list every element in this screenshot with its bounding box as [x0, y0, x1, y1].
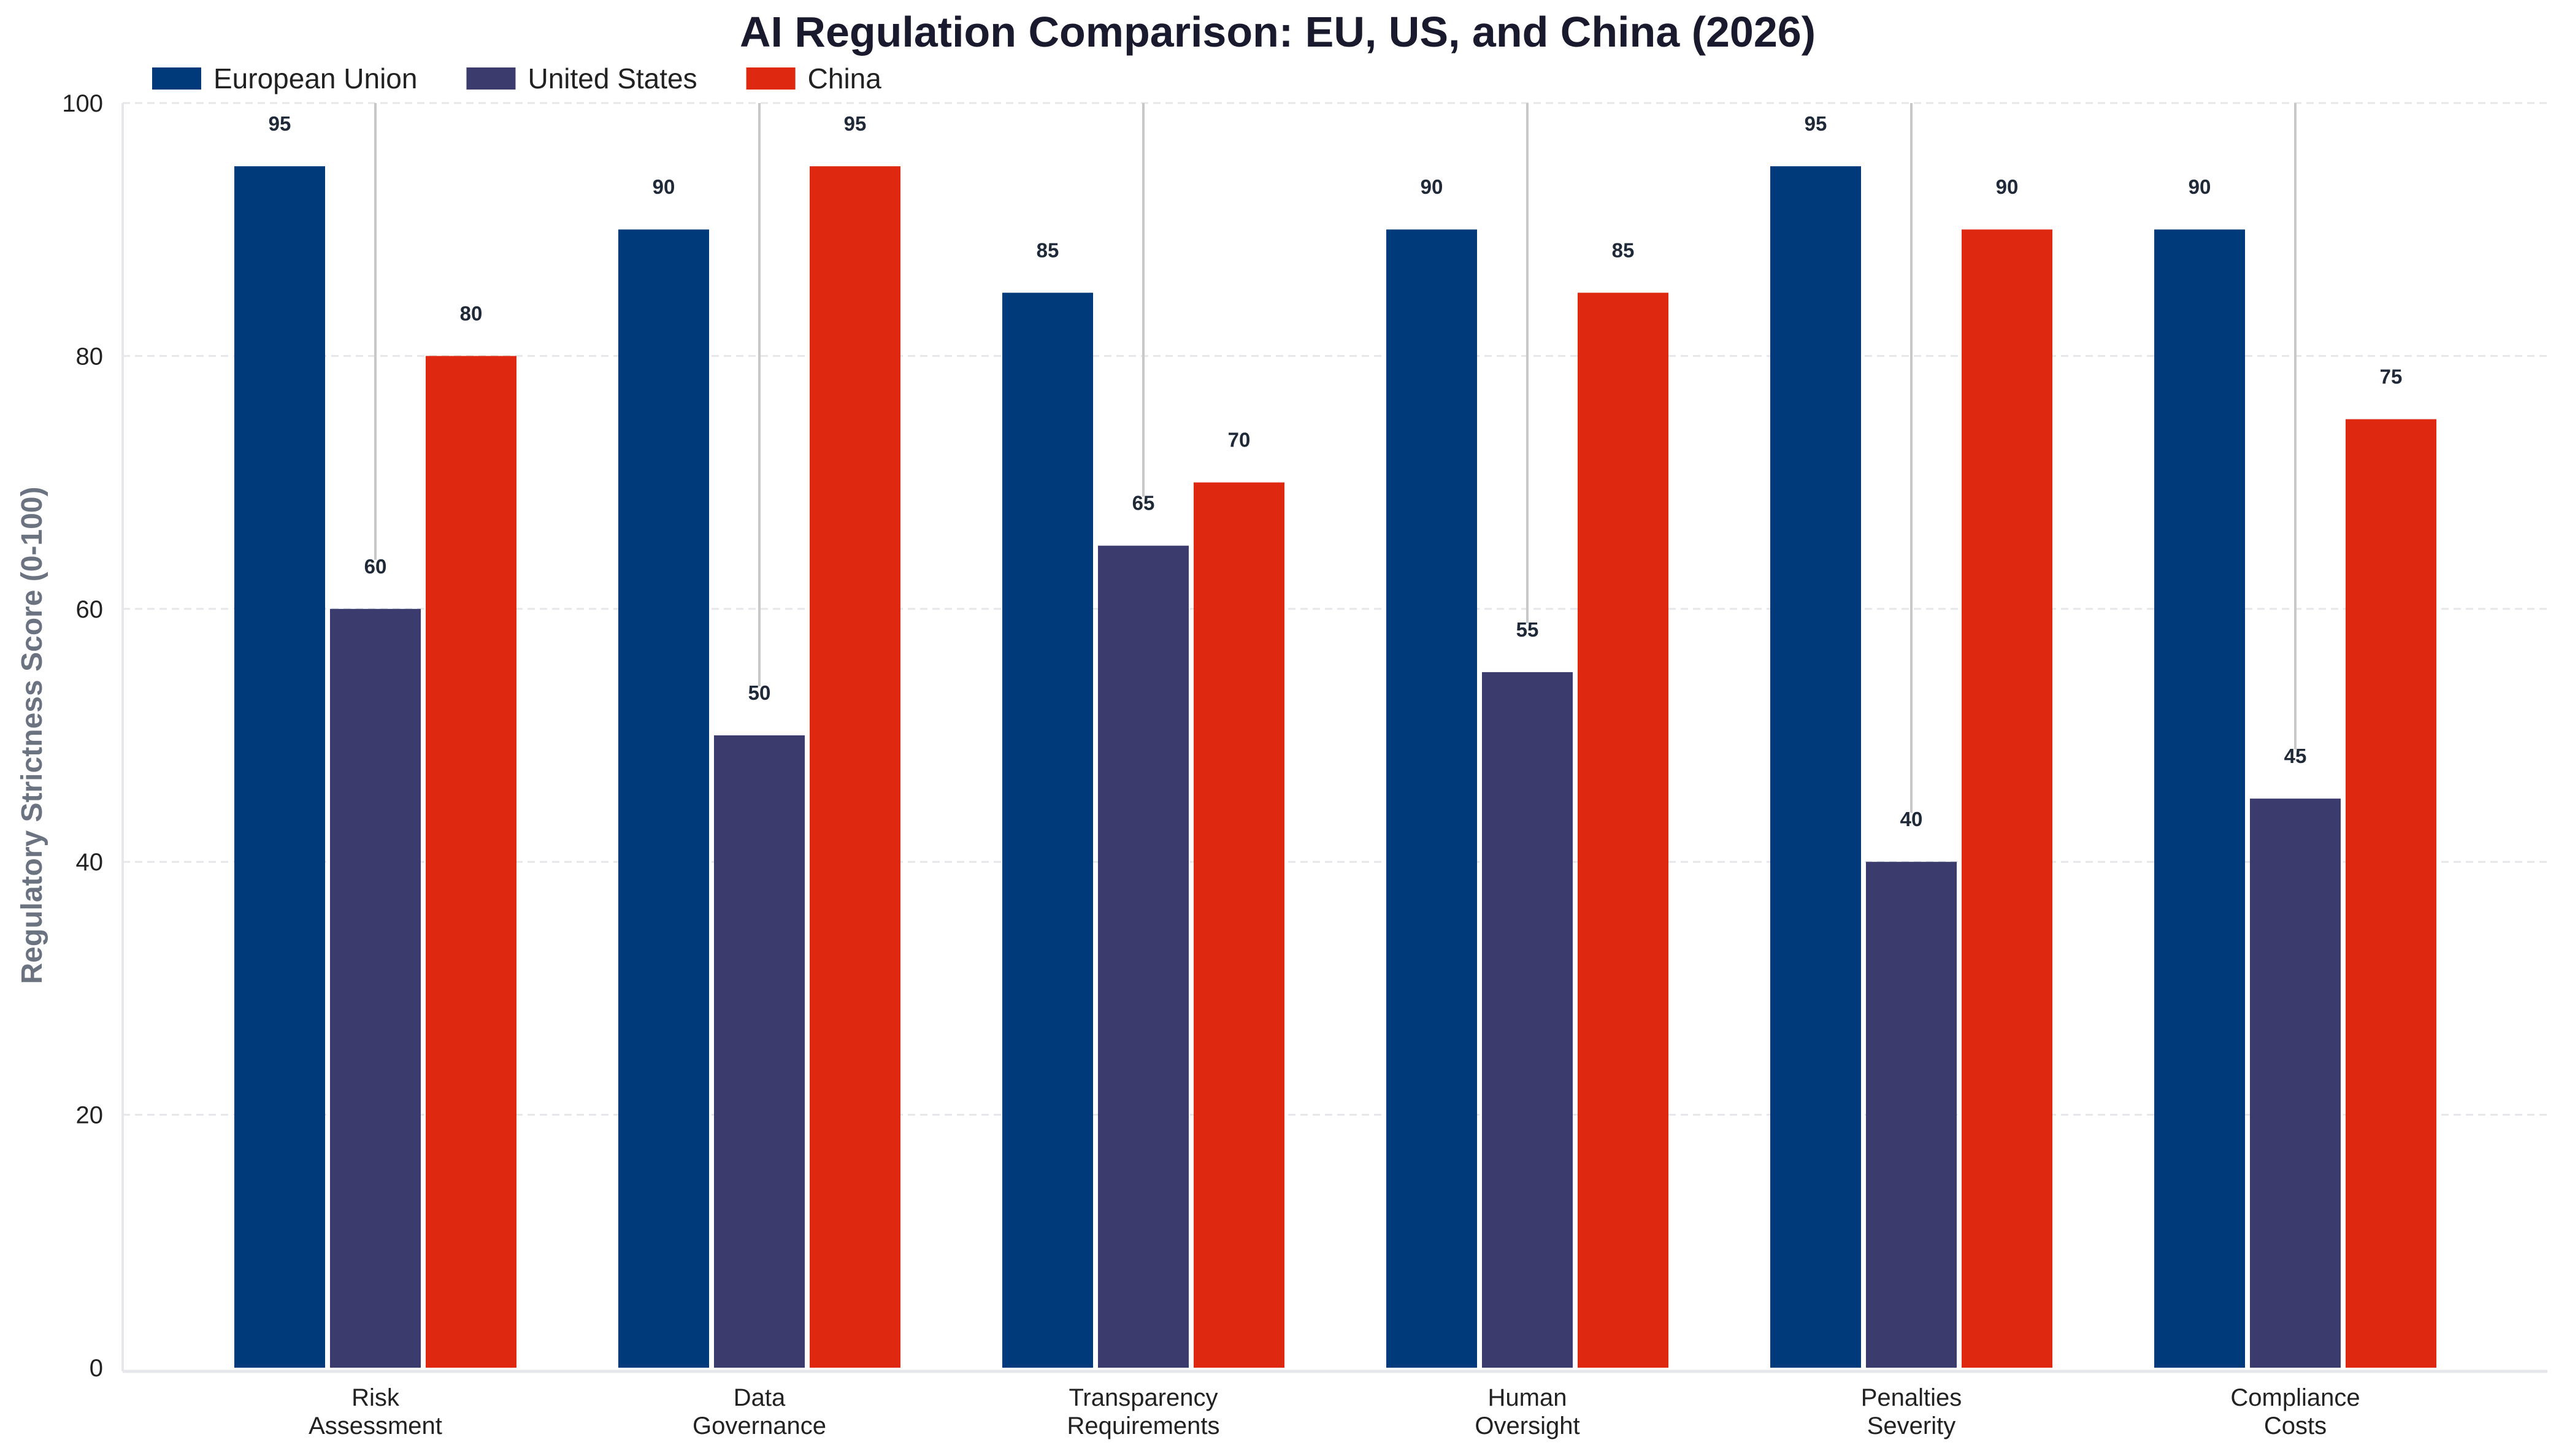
bar-united-states: [1482, 672, 1573, 1368]
value-label: 95: [269, 112, 291, 135]
bar-united-states: [2250, 799, 2341, 1368]
value-label: 90: [1996, 175, 2019, 198]
bar-china: [1194, 482, 1284, 1368]
x-tick-label: Severity: [1867, 1412, 1956, 1439]
value-label: 50: [748, 681, 771, 704]
x-tick-label: Transparency: [1069, 1384, 1218, 1411]
value-label: 90: [1421, 175, 1443, 198]
value-label: 45: [2284, 745, 2307, 767]
x-tick-label: Costs: [2264, 1412, 2327, 1439]
bar-european-union: [1770, 166, 1861, 1368]
bar-european-union: [2154, 229, 2245, 1368]
legend-label: United States: [528, 63, 697, 94]
x-tick-label: Compliance: [2230, 1384, 2360, 1411]
value-label: 85: [1612, 239, 1635, 261]
legend-label: European Union: [213, 63, 417, 94]
value-label: 85: [1037, 239, 1059, 261]
y-tick-label: 80: [76, 343, 104, 370]
x-tick-label: Risk: [351, 1384, 400, 1411]
legend-swatch: [466, 67, 516, 90]
bar-china: [1962, 229, 2052, 1368]
y-tick-label: 0: [90, 1355, 103, 1382]
bar-united-states: [1098, 545, 1189, 1368]
value-label: 80: [460, 302, 483, 324]
value-label: 75: [2380, 366, 2403, 388]
bar-china: [426, 356, 516, 1368]
y-tick-label: 60: [76, 596, 104, 623]
x-tick-label: Human: [1488, 1384, 1567, 1411]
legend-label: China: [808, 63, 882, 94]
x-tick-label: Penalties: [1861, 1384, 1962, 1411]
bar-united-states: [330, 608, 421, 1368]
bar-china: [1578, 293, 1668, 1368]
value-label: 55: [1516, 618, 1539, 641]
bar-china: [2346, 419, 2436, 1368]
value-label: 65: [1132, 492, 1155, 515]
value-label: 95: [1805, 112, 1827, 135]
value-label: 90: [653, 175, 675, 198]
x-tick-label: Governance: [693, 1412, 826, 1439]
value-label: 95: [844, 112, 867, 135]
bar-european-union: [1002, 293, 1093, 1368]
x-tick-label: Assessment: [309, 1412, 442, 1439]
bar-united-states: [714, 735, 805, 1368]
legend: European Union United States China: [152, 63, 881, 94]
value-label: 40: [1900, 808, 1923, 830]
value-label: 60: [364, 555, 387, 578]
value-label: 70: [1228, 429, 1251, 451]
bar-united-states: [1866, 862, 1957, 1368]
y-tick-label: 20: [76, 1102, 104, 1129]
bar-european-union: [1386, 229, 1477, 1368]
y-tick-label: 40: [76, 849, 104, 876]
x-tick-label: Requirements: [1067, 1412, 1219, 1439]
x-tick-label: Oversight: [1475, 1412, 1579, 1439]
y-axis-label: Regulatory Strictness Score (0-100): [16, 487, 48, 984]
y-tick-label: 100: [62, 90, 103, 117]
bar-european-union: [618, 229, 709, 1368]
value-label: 90: [2189, 175, 2211, 198]
legend-swatch: [152, 67, 201, 90]
legend-swatch: [746, 67, 796, 90]
x-tick-label: Data: [734, 1384, 786, 1411]
bar-china: [810, 166, 900, 1368]
chart-title: AI Regulation Comparison: EU, US, and Ch…: [740, 8, 1816, 56]
bar-european-union: [234, 166, 325, 1368]
